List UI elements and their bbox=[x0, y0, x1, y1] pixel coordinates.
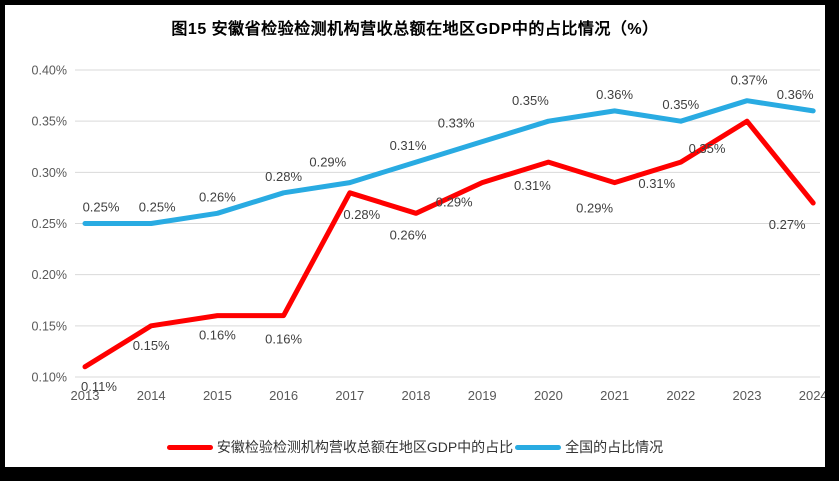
y-axis-tick-label: 0.25% bbox=[32, 217, 67, 231]
data-label: 0.31% bbox=[514, 178, 551, 193]
x-axis-tick-label: 2020 bbox=[534, 388, 563, 403]
data-label: 0.35% bbox=[662, 97, 699, 112]
x-axis-tick-label: 2015 bbox=[203, 388, 232, 403]
x-axis-tick-label: 2016 bbox=[269, 388, 298, 403]
legend-label-anhui: 安徽检验检测机构营收总额在地区GDP中的占比 bbox=[216, 439, 514, 455]
data-label: 0.16% bbox=[199, 328, 236, 343]
data-label: 0.35% bbox=[689, 141, 726, 156]
x-axis-tick-label: 2017 bbox=[335, 388, 364, 403]
data-label: 0.28% bbox=[343, 207, 380, 222]
data-label: 0.25% bbox=[139, 200, 176, 215]
data-label: 0.29% bbox=[309, 155, 346, 170]
y-axis-tick-label: 0.20% bbox=[32, 268, 67, 282]
y-axis-tick-label: 0.10% bbox=[32, 371, 67, 385]
y-axis-tick-label: 0.30% bbox=[32, 166, 67, 180]
x-axis-tick-label: 2018 bbox=[402, 388, 431, 403]
data-label: 0.37% bbox=[731, 73, 768, 88]
series-line-anhui bbox=[82, 118, 816, 370]
legend-label-national: 全国的占比情况 bbox=[565, 439, 664, 455]
data-label: 0.31% bbox=[638, 176, 675, 191]
data-label: 0.33% bbox=[438, 116, 475, 131]
x-axis-tick-label: 2023 bbox=[733, 388, 762, 403]
x-axis-tick-label: 2019 bbox=[468, 388, 497, 403]
x-axis-tick-label: 2024 bbox=[799, 388, 825, 403]
x-axis-tick-label: 2014 bbox=[137, 388, 166, 403]
data-label: 0.35% bbox=[512, 93, 549, 108]
x-axis-tick-label: 2022 bbox=[666, 388, 695, 403]
data-label: 0.29% bbox=[576, 201, 613, 216]
data-label: 0.26% bbox=[390, 227, 427, 242]
data-label: 0.36% bbox=[777, 87, 814, 102]
data-label: 0.25% bbox=[83, 200, 120, 215]
data-label: 0.31% bbox=[390, 138, 427, 153]
x-axis-tick-label: 2013 bbox=[71, 388, 100, 403]
data-label: 0.27% bbox=[769, 217, 806, 232]
data-label: 0.28% bbox=[265, 169, 302, 184]
data-label: 0.11% bbox=[81, 379, 117, 394]
series-line-national bbox=[82, 98, 816, 226]
legend-line-swatch-anhui bbox=[166, 444, 213, 450]
data-label: 0.16% bbox=[265, 332, 302, 347]
data-label: 0.15% bbox=[133, 338, 170, 353]
chart-title: 图15 安徽省检验检测机构营收总额在地区GDP中的占比情况（%） bbox=[171, 21, 659, 38]
chart-legend: 安徽检验检测机构营收总额在地区GDP中的占比 全国的占比情况 bbox=[5, 437, 825, 457]
y-axis-tick-label: 0.15% bbox=[32, 319, 67, 333]
line-chart-canvas: 0.40% 0.35% 0.30% 0.25% 0.20% 0.15% 0.10% 2013 2… bbox=[32, 64, 825, 404]
legend-line-swatch-national bbox=[515, 444, 562, 450]
data-label: 0.26% bbox=[199, 189, 236, 204]
data-label: 0.36% bbox=[596, 87, 633, 102]
data-label: 0.29% bbox=[436, 195, 473, 210]
y-axis-tick-label: 0.40% bbox=[32, 64, 67, 78]
y-axis-tick-label: 0.35% bbox=[32, 115, 67, 129]
x-axis-tick-label: 2021 bbox=[600, 388, 629, 403]
